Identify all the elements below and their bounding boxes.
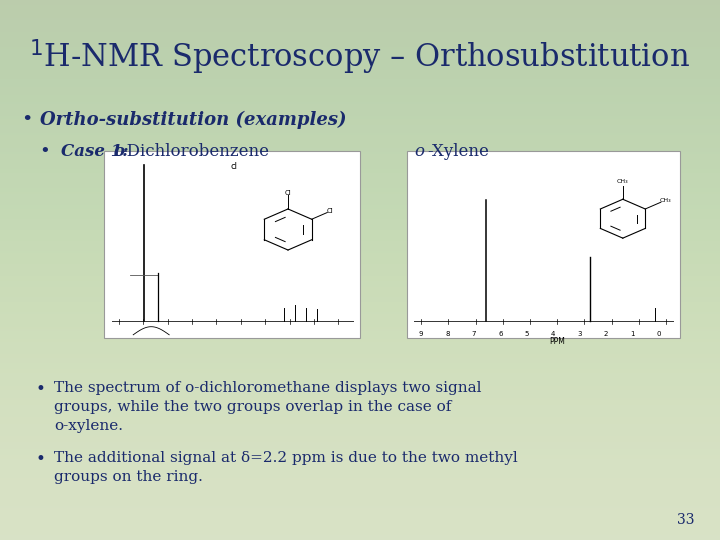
Text: 5: 5 [525,331,529,337]
Text: •: • [36,451,46,468]
Text: •: • [22,111,33,129]
Text: 4: 4 [551,331,555,337]
Text: 1: 1 [630,331,634,337]
Text: o: o [114,143,125,160]
Text: PPM: PPM [549,338,565,347]
Text: CH₃: CH₃ [617,179,629,184]
Text: Case 1:: Case 1: [61,143,135,160]
Text: o: o [414,143,424,160]
Text: -Dichlorobenzene: -Dichlorobenzene [121,143,269,160]
Text: The spectrum of o-dichloromethane displays two signal
groups, while the two grou: The spectrum of o-dichloromethane displa… [54,381,482,433]
Text: CH₃: CH₃ [660,198,672,202]
Text: 9: 9 [419,331,423,337]
Text: 7: 7 [472,331,476,337]
Bar [104,151,360,338]
Text: 8: 8 [446,331,450,337]
Text: 2: 2 [604,331,608,337]
Bar [407,151,680,338]
Text: cl: cl [230,162,238,171]
Text: The additional signal at δ=2.2 ppm is due to the two methyl
groups on the ring.: The additional signal at δ=2.2 ppm is du… [54,451,518,484]
Text: 6: 6 [498,331,503,337]
Text: Cl: Cl [284,190,292,196]
Text: 33: 33 [678,512,695,526]
Text: $^{1}$H-NMR Spectroscopy – Orthosubstitution: $^{1}$H-NMR Spectroscopy – Orthosubstitu… [29,38,690,77]
Text: •: • [36,381,46,397]
Text: 0: 0 [657,331,661,337]
Text: Ortho-substitution (examples): Ortho-substitution (examples) [40,111,346,129]
Text: •: • [40,143,50,161]
Text: -Xylene: -Xylene [427,143,489,160]
Text: 3: 3 [577,331,582,337]
Text: Cl: Cl [327,208,334,214]
